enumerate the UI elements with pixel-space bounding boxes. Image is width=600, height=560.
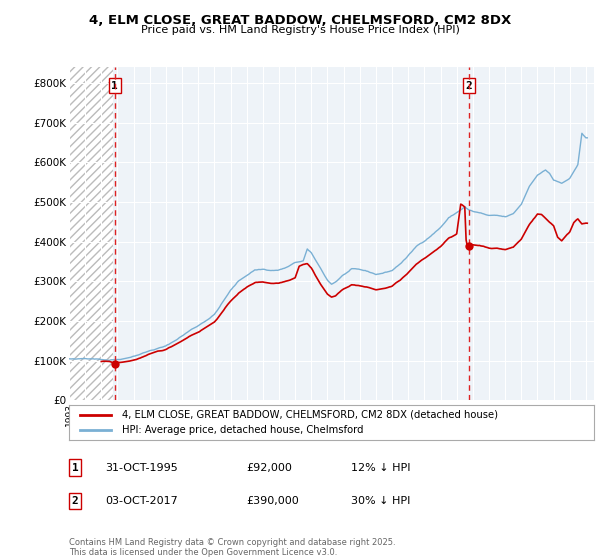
Text: 4, ELM CLOSE, GREAT BADDOW, CHELMSFORD, CM2 8DX (detached house): 4, ELM CLOSE, GREAT BADDOW, CHELMSFORD, … <box>121 409 497 419</box>
Text: 31-OCT-1995: 31-OCT-1995 <box>105 463 178 473</box>
Text: 2: 2 <box>466 81 472 91</box>
Text: 30% ↓ HPI: 30% ↓ HPI <box>351 496 410 506</box>
Text: 03-OCT-2017: 03-OCT-2017 <box>105 496 178 506</box>
Text: Price paid vs. HM Land Registry's House Price Index (HPI): Price paid vs. HM Land Registry's House … <box>140 25 460 35</box>
Text: 4, ELM CLOSE, GREAT BADDOW, CHELMSFORD, CM2 8DX: 4, ELM CLOSE, GREAT BADDOW, CHELMSFORD, … <box>89 14 511 27</box>
Text: £390,000: £390,000 <box>246 496 299 506</box>
Bar <box>69 67 113 400</box>
Text: HPI: Average price, detached house, Chelmsford: HPI: Average price, detached house, Chel… <box>121 425 363 435</box>
Text: £92,000: £92,000 <box>246 463 292 473</box>
Bar <box>113 67 594 400</box>
Text: 2: 2 <box>71 496 79 506</box>
Text: 1: 1 <box>112 81 118 91</box>
Text: 1: 1 <box>71 463 79 473</box>
Text: Contains HM Land Registry data © Crown copyright and database right 2025.
This d: Contains HM Land Registry data © Crown c… <box>69 538 395 557</box>
Text: 12% ↓ HPI: 12% ↓ HPI <box>351 463 410 473</box>
